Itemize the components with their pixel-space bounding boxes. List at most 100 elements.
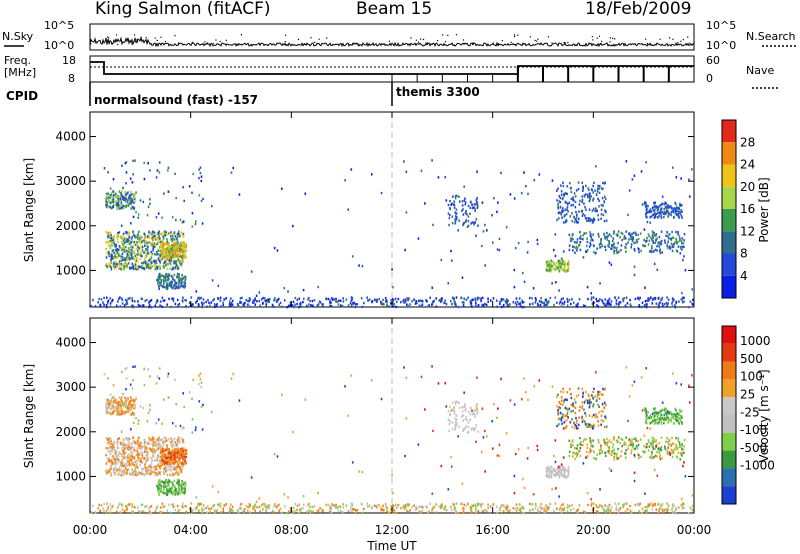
power-point xyxy=(195,220,197,223)
power-point xyxy=(134,254,137,258)
power-point xyxy=(576,303,579,306)
velocity-point xyxy=(487,506,489,509)
power-point xyxy=(317,303,320,306)
power-point xyxy=(179,278,182,281)
velocity-point xyxy=(458,401,460,404)
power-point xyxy=(667,240,670,243)
velocity-point xyxy=(647,503,649,506)
power-point xyxy=(133,300,136,303)
power-point xyxy=(154,259,157,263)
power-point xyxy=(464,220,467,223)
velocity-point xyxy=(473,427,475,430)
power-point xyxy=(671,300,674,303)
velocity-point xyxy=(184,481,186,484)
velocity-point xyxy=(176,478,179,482)
velocity-point xyxy=(141,510,144,513)
velocity-point xyxy=(132,399,134,402)
nsearch-point xyxy=(471,43,474,46)
velocity-point xyxy=(521,511,523,515)
velocity-point xyxy=(140,445,143,448)
power-point xyxy=(477,304,479,307)
velocity-point xyxy=(562,503,564,506)
power-point xyxy=(557,206,560,210)
velocity-point xyxy=(339,510,342,513)
power-point xyxy=(613,230,615,233)
velocity-point xyxy=(391,503,394,507)
power-point xyxy=(629,303,632,306)
power-point xyxy=(582,256,585,259)
velocity-point xyxy=(673,504,675,508)
power-point xyxy=(128,197,130,200)
power-point xyxy=(665,207,668,210)
power-point xyxy=(570,190,573,194)
power-point xyxy=(450,249,452,253)
power-point xyxy=(615,299,618,302)
power-point xyxy=(640,170,643,173)
velocity-point xyxy=(471,504,473,508)
velocity-point xyxy=(167,458,170,462)
velocity-point xyxy=(108,406,111,409)
power-point xyxy=(623,237,625,240)
power-point xyxy=(341,304,344,308)
velocity-point xyxy=(481,502,484,506)
power-point xyxy=(191,212,194,215)
velocity-point xyxy=(143,367,146,371)
velocity-point xyxy=(130,463,132,466)
power-point xyxy=(679,204,681,207)
power-point xyxy=(448,213,451,217)
power-point xyxy=(120,257,122,260)
power-point xyxy=(441,297,443,300)
power-point xyxy=(159,267,161,270)
power-point xyxy=(451,221,454,225)
power-point xyxy=(600,298,603,302)
power-point xyxy=(668,245,671,248)
velocity-point xyxy=(121,470,123,474)
power-point xyxy=(126,201,129,204)
velocity-point xyxy=(111,460,113,464)
power-point xyxy=(171,297,173,300)
velocity-point xyxy=(125,462,128,465)
power-point xyxy=(586,248,589,252)
power-point xyxy=(126,231,128,234)
velocity-point xyxy=(143,450,146,454)
velocity-point xyxy=(114,449,116,452)
power-point xyxy=(289,304,292,307)
power-point xyxy=(671,230,673,234)
power-point xyxy=(591,188,593,192)
power-point xyxy=(120,190,123,193)
velocity-point xyxy=(111,463,114,467)
power-point xyxy=(391,297,394,301)
power-point xyxy=(272,305,275,308)
power-point xyxy=(572,196,574,199)
power-point xyxy=(118,262,121,266)
power-point xyxy=(505,301,508,305)
velocity-point xyxy=(112,410,115,413)
velocity-point xyxy=(504,506,507,509)
power-point xyxy=(312,304,314,307)
power-point xyxy=(639,296,641,300)
power-point xyxy=(577,221,579,224)
power-point xyxy=(105,305,108,309)
power-point xyxy=(169,247,171,251)
velocity-point xyxy=(166,488,168,491)
power-point xyxy=(645,305,648,309)
power-point xyxy=(142,304,145,307)
power-point xyxy=(650,210,652,213)
power-point xyxy=(563,194,565,197)
power-point xyxy=(182,186,184,189)
power-point xyxy=(375,299,378,302)
power-point xyxy=(126,258,128,261)
power-point xyxy=(134,243,137,247)
beam-title: Beam 15 xyxy=(356,0,432,19)
power-point xyxy=(548,261,551,264)
velocity-point xyxy=(239,503,242,506)
power-point xyxy=(239,297,242,300)
velocity-point xyxy=(671,508,673,511)
power-colorbar-label: Power [dB] xyxy=(757,177,771,242)
power-point xyxy=(645,206,647,209)
power-point xyxy=(391,300,394,303)
power-point xyxy=(527,240,529,244)
power-point xyxy=(652,239,654,243)
power-point xyxy=(109,205,111,208)
power-point xyxy=(157,276,160,279)
